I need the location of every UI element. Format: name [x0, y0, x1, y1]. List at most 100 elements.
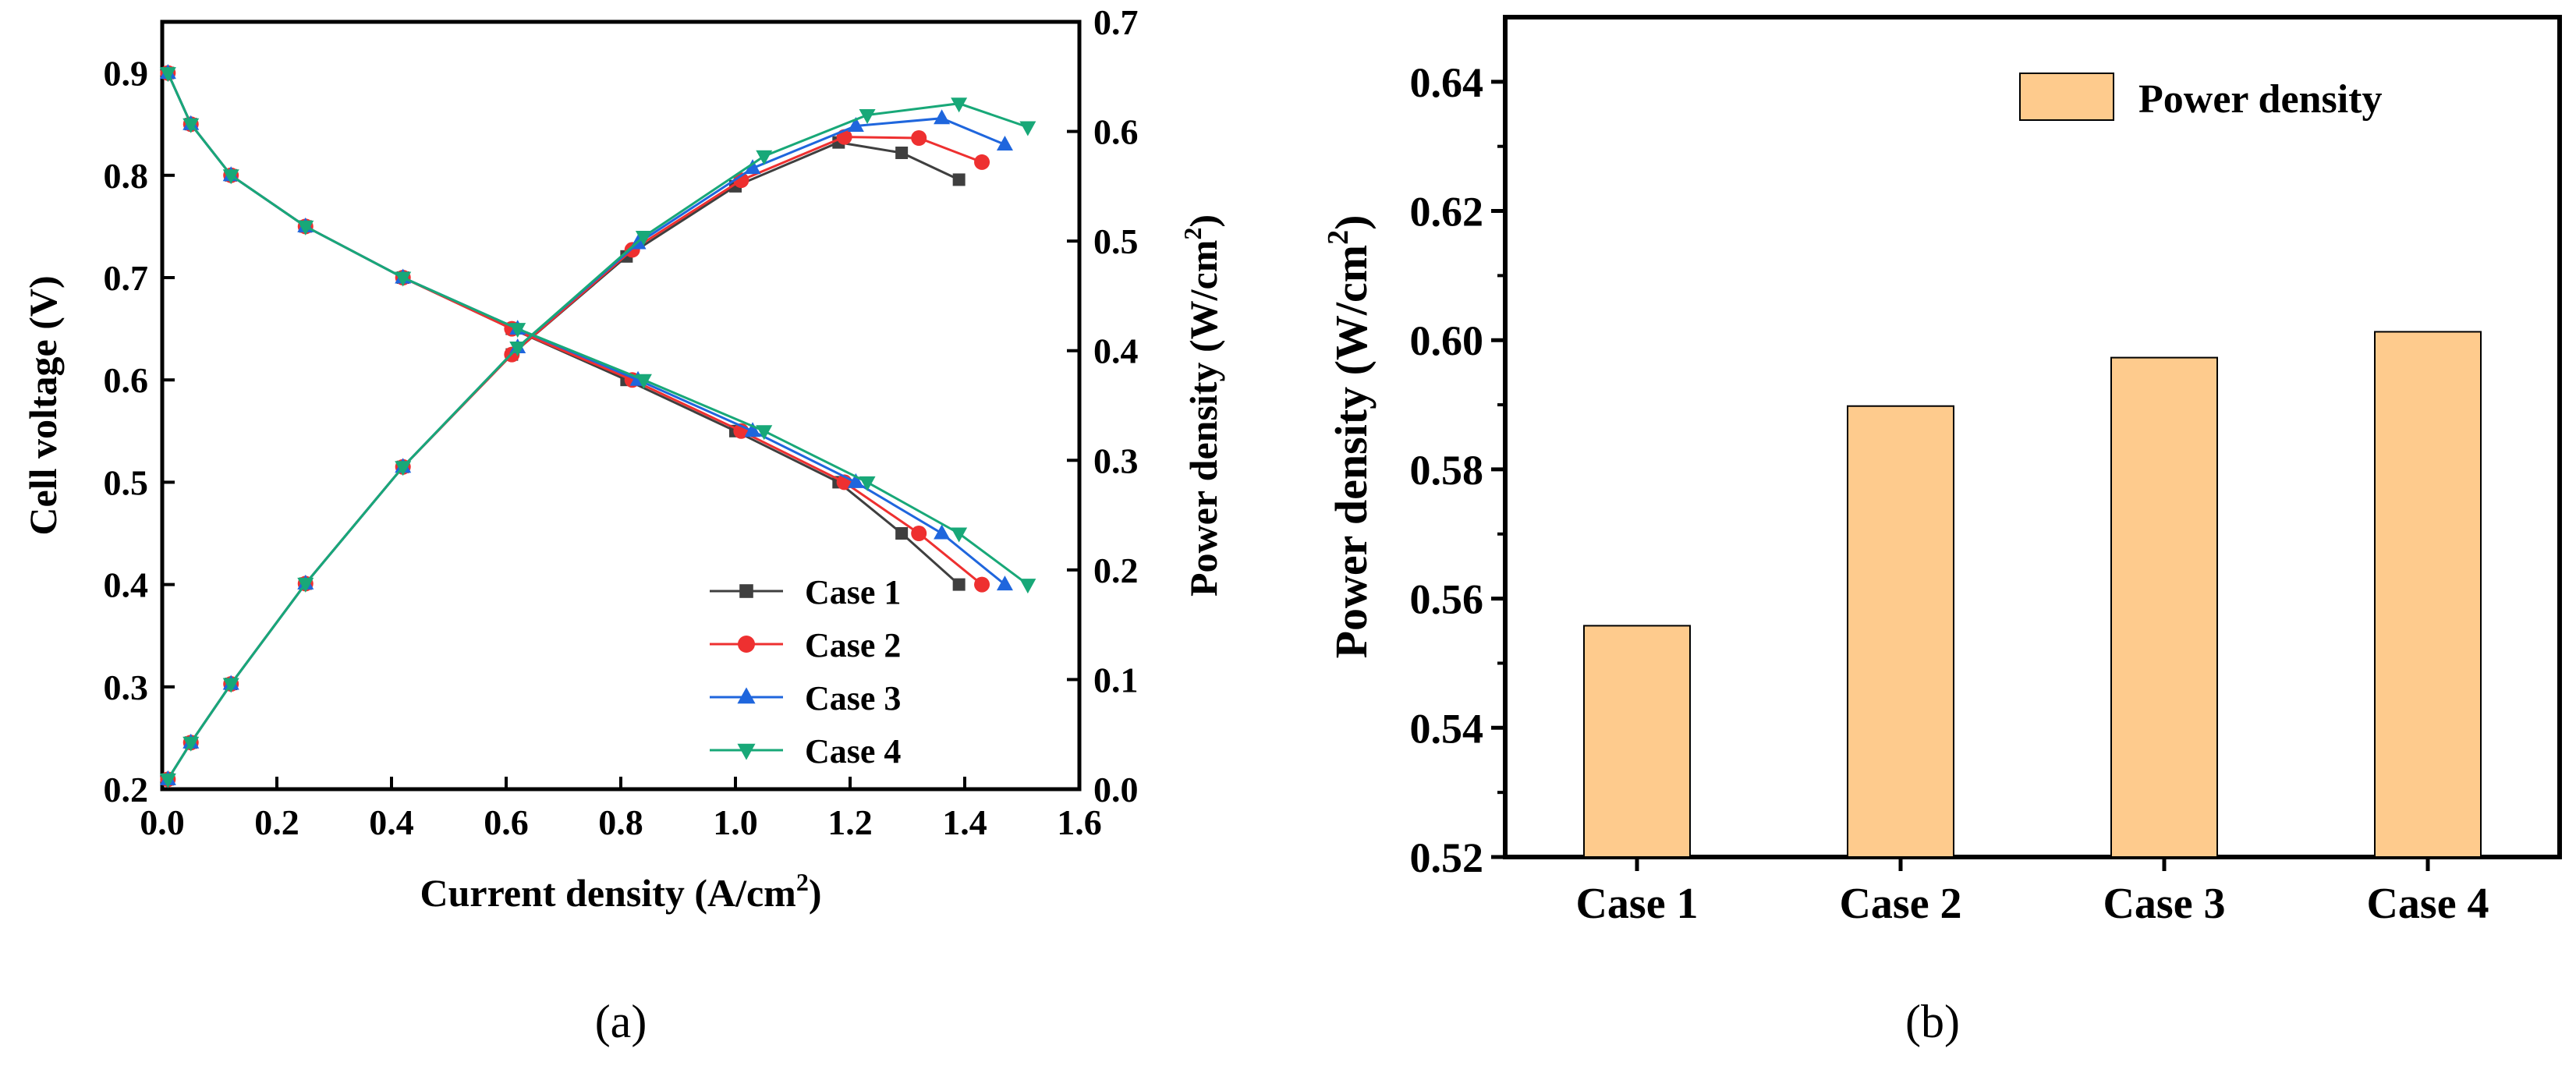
panel-caption-a: (a) — [595, 996, 647, 1047]
voltage-point — [159, 67, 176, 83]
tick-labels: 0.52 0.54 0.56 0.58 0.60 0.62 0.64 Case 1 Case 2… — [1410, 59, 2489, 928]
legend-marker — [739, 584, 753, 598]
bar-case-4 — [2374, 331, 2482, 858]
voltage-point — [952, 578, 966, 591]
voltage-point — [847, 473, 864, 488]
x-tick-label: 0.4 — [369, 802, 414, 842]
series-group — [159, 64, 1036, 788]
power-point — [859, 108, 876, 124]
power-point — [744, 159, 761, 175]
x-tick-label: 1.6 — [1057, 802, 1102, 842]
voltage-point — [395, 271, 412, 287]
x-tick-label: 1.2 — [827, 802, 873, 842]
y-axis-label-left: Cell voltage (V) — [21, 275, 65, 535]
y-tick-label-right: 0.7 — [1093, 2, 1139, 42]
y-tick-label-right: 0.5 — [1093, 221, 1139, 261]
y-axis-label-right: Power density (W/cm2) — [1178, 214, 1225, 597]
series-case-3 — [159, 64, 1013, 785]
bars-group — [1583, 331, 2482, 858]
y-tick-label-left: 0.6 — [104, 360, 149, 400]
x-tick-label: Case 2 — [1839, 880, 1961, 928]
power-point — [911, 130, 927, 147]
y-tick-label-left: 0.2 — [104, 770, 149, 809]
voltage-line-case-2 — [166, 72, 983, 586]
x-tick-label: 0.6 — [484, 802, 529, 842]
bar-case-2 — [1847, 405, 1954, 858]
y-tick-label-left: 0.4 — [104, 565, 149, 605]
panel-caption-b: (b) — [1905, 996, 1960, 1047]
y-tick-label: 0.52 — [1410, 834, 1484, 881]
tick-labels: 0.0 0.2 0.4 0.6 0.8 1.0 1.2 1.4 1.60.20.30.40.50… — [104, 2, 1139, 842]
y-tick-label-right: 0.6 — [1093, 112, 1139, 152]
voltage-point — [756, 425, 773, 441]
power-line-case-4 — [167, 102, 1029, 781]
y-tick-label-right: 0.0 — [1093, 770, 1139, 809]
x-tick-label: Case 3 — [2103, 880, 2225, 928]
axis-ticks — [161, 20, 1081, 791]
line-chart-panel: 0.0 0.2 0.4 0.6 0.8 1.0 1.2 1.4 1.60.20.30.40.50… — [21, 2, 1225, 1047]
axis-ticks — [1491, 80, 2430, 871]
voltage-point — [911, 526, 927, 541]
plot-frame — [1503, 15, 2562, 859]
legend-marker — [738, 636, 755, 653]
power-point — [974, 154, 990, 170]
x-tick-label: 0.0 — [140, 802, 185, 842]
voltage-point — [182, 118, 200, 133]
legend-swatch — [2019, 73, 2114, 121]
voltage-point — [974, 576, 990, 593]
power-point — [934, 109, 951, 125]
power-point — [222, 678, 239, 693]
voltage-line-case-1 — [166, 72, 960, 586]
legend-item-case-2: Case 2 — [710, 626, 901, 664]
series-case-4 — [159, 67, 1036, 788]
y-tick-label-right: 0.4 — [1093, 331, 1139, 371]
legend-item-case-3: Case 3 — [710, 679, 901, 717]
voltage-point — [859, 476, 876, 491]
legend-label: Case 3 — [805, 679, 901, 717]
y-tick-label: 0.58 — [1410, 447, 1484, 494]
voltage-point — [744, 422, 761, 437]
y-tick-label-left: 0.3 — [104, 668, 149, 707]
y-tick-label: 0.62 — [1410, 189, 1484, 236]
y-tick-label-right: 0.3 — [1093, 441, 1139, 480]
voltage-point — [1019, 579, 1036, 594]
legend-label: Case 1 — [805, 573, 901, 611]
power-point — [159, 773, 176, 788]
legend-marker — [737, 743, 756, 760]
x-tick-label: 0.8 — [598, 802, 643, 842]
bar-chart-panel: 0.52 0.54 0.56 0.58 0.60 0.62 0.64 Case 1 Case 2… — [1322, 15, 2562, 1047]
bar-case-3 — [2110, 356, 2218, 858]
voltage-point — [635, 374, 652, 389]
power-point — [733, 172, 749, 189]
voltage-point — [951, 527, 968, 543]
legend-item-case-4: Case 4 — [710, 732, 901, 770]
legend-marker — [737, 687, 756, 704]
y-tick-label-left: 0.8 — [104, 156, 149, 196]
legend: Case 1 Case 2 Case 3 Case 4 — [710, 573, 901, 770]
voltage-point — [996, 575, 1013, 591]
legend: Power density — [2019, 73, 2382, 122]
power-point — [951, 97, 968, 113]
power-point — [952, 173, 966, 186]
series-case-1 — [161, 66, 966, 786]
y-tick-label: 0.56 — [1410, 576, 1484, 623]
x-tick-label: Case 4 — [2366, 880, 2489, 928]
power-point — [395, 461, 412, 476]
x-tick-label: 1.4 — [942, 802, 987, 842]
power-point — [895, 146, 909, 159]
x-tick-label: 0.2 — [254, 802, 299, 842]
power-point — [1019, 121, 1036, 136]
y-tick-label: 0.60 — [1410, 317, 1484, 364]
power-point — [996, 135, 1013, 151]
legend-label: Case 2 — [805, 626, 901, 664]
y-tick-label: 0.64 — [1410, 59, 1484, 106]
plot-frame — [160, 19, 1082, 792]
x-axis-label: Current density (A/cm2) — [420, 868, 821, 915]
voltage-point — [934, 524, 951, 540]
y-tick-label-left: 0.5 — [104, 462, 149, 502]
power-point — [847, 117, 864, 133]
voltage-point — [297, 220, 314, 236]
x-tick-label: Case 1 — [1575, 880, 1698, 928]
y-tick-label-right: 0.1 — [1093, 660, 1139, 699]
y-tick-label-right: 0.2 — [1093, 551, 1139, 590]
